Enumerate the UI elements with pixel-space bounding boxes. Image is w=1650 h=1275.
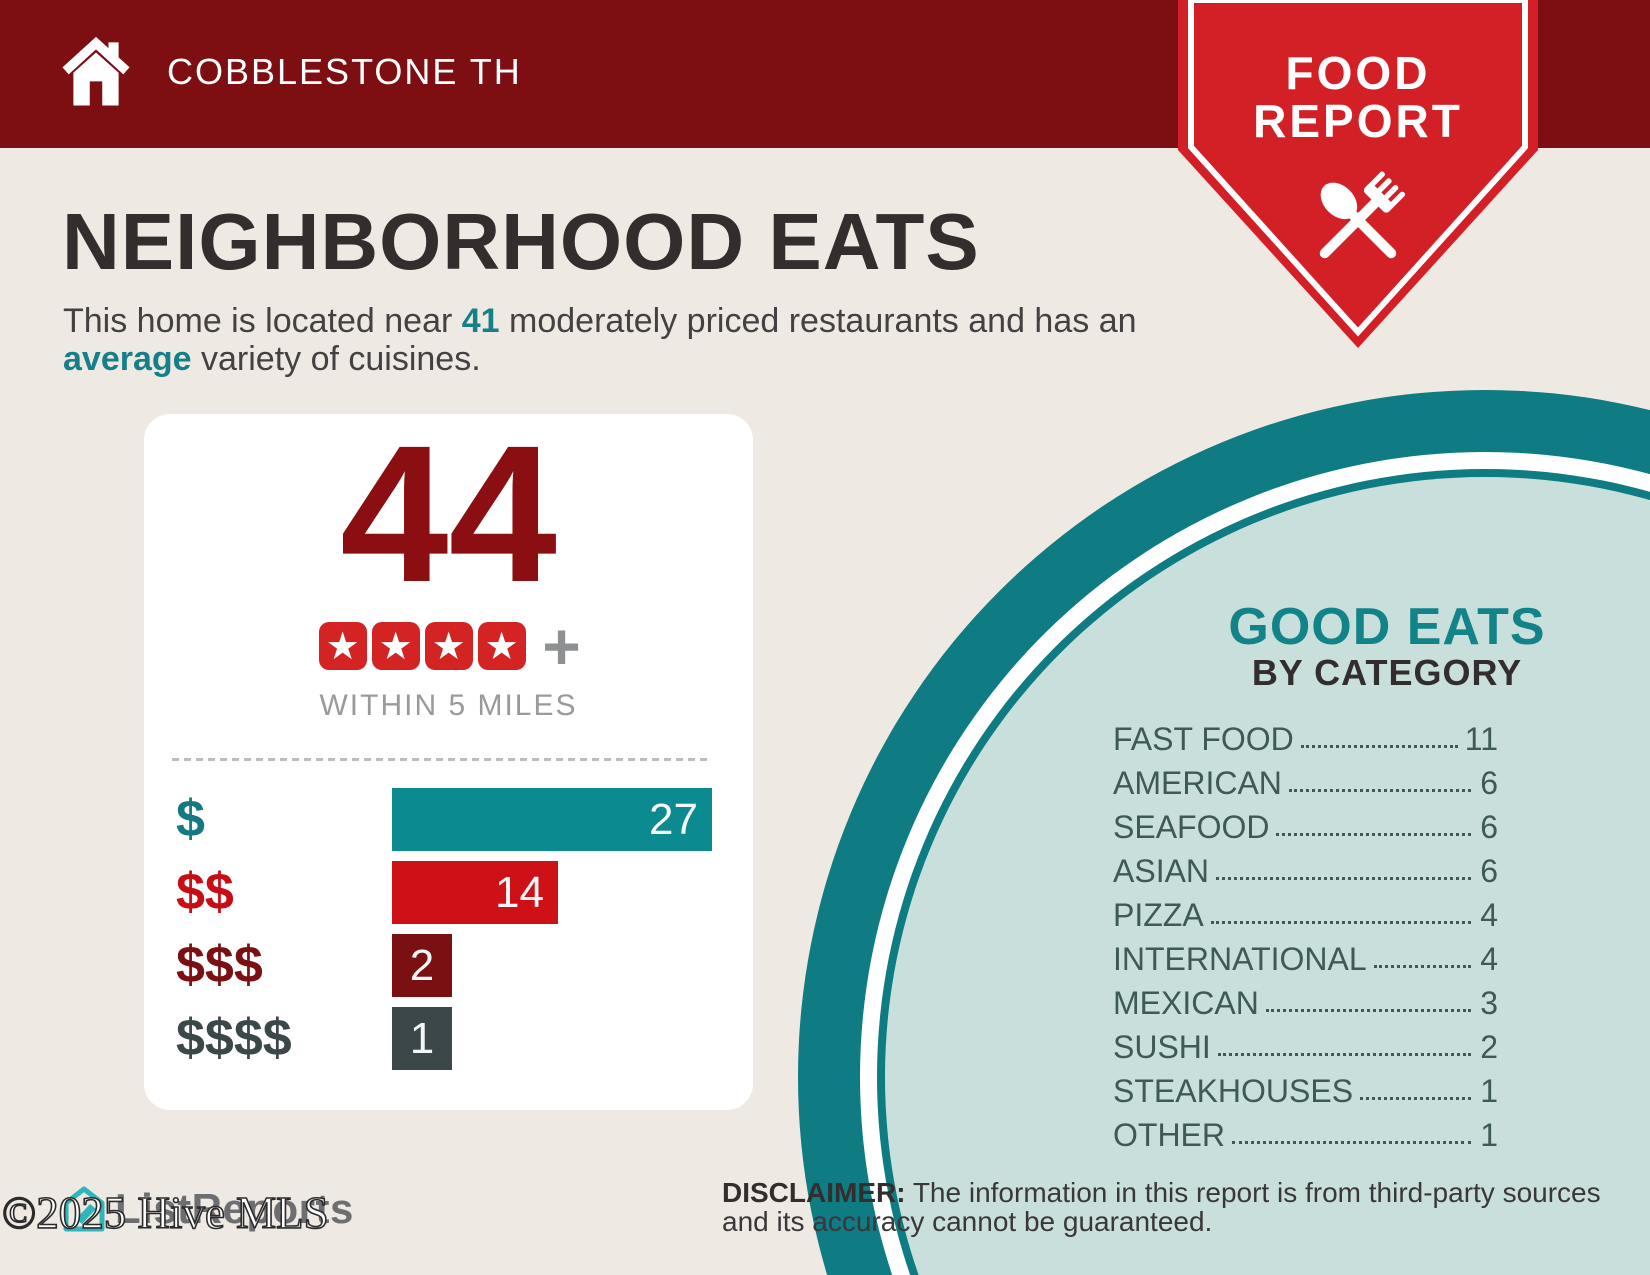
intro-text: This home is located near 41 moderately … — [63, 302, 1138, 378]
star-icon: ★ — [477, 622, 526, 670]
price-level-label: $$$ — [176, 936, 263, 994]
dotted-leader — [1300, 745, 1458, 748]
stats-card: 44 ★ ★ ★ ★ + WITHIN 5 MILES $27 $$ 14 $$$ 2 $$$$… — [144, 414, 753, 1110]
category-row: AMERICAN 6 — [1113, 758, 1498, 802]
dotted-leader — [1373, 965, 1471, 968]
crossed-spoon-fork-icon — [1319, 171, 1406, 259]
category-row: PIZZA 4 — [1113, 890, 1498, 934]
rating-row: ★ ★ ★ ★ + — [144, 609, 753, 683]
category-row: SEAFOOD 6 — [1113, 802, 1498, 846]
property-name: COBBLESTONE TH — [167, 51, 522, 92]
category-label: STEAKHOUSES — [1113, 1073, 1354, 1109]
category-count: 11 — [1464, 721, 1498, 757]
star-icon: ★ — [424, 622, 473, 670]
category-row: OTHER 1 — [1113, 1110, 1498, 1154]
radius-label: WITHIN 5 MILES — [319, 689, 578, 722]
category-count: 4 — [1480, 941, 1498, 977]
category-row: STEAKHOUSES 1 — [1113, 1066, 1498, 1110]
restaurant-count: 41 — [461, 302, 500, 340]
price-level-label: $$$$ — [176, 1009, 292, 1067]
category-count: 1 — [1480, 1073, 1498, 1109]
listreports-logo-text: ListReports — [115, 1185, 354, 1232]
category-count: 3 — [1480, 985, 1498, 1021]
ribbon-title-line2: REPORT — [1253, 95, 1463, 147]
page-title: NEIGHBORHOOD EATS — [62, 197, 980, 286]
intro-part2: moderately priced restaurants and has an — [499, 302, 1137, 340]
ribbon-shape — [1178, 0, 1538, 348]
dotted-leader — [1210, 921, 1471, 924]
category-row: MEXICAN 3 — [1113, 978, 1498, 1022]
star-icon: ★ — [371, 622, 420, 670]
category-count: 6 — [1480, 809, 1498, 845]
total-restaurant-count: 44 — [340, 405, 557, 623]
dotted-leader — [1265, 1009, 1471, 1012]
dashed-divider — [172, 758, 710, 761]
disclaimer-text: The information in this report is from t… — [722, 1177, 1601, 1237]
good-eats-category-list: FAST FOOD 11 AMERICAN 6 SEAFOOD 6 ASIAN 6 PIZZA 4… — [1113, 714, 1498, 1154]
dotted-leader — [1232, 1141, 1471, 1144]
price-row: $$$ 2 — [144, 934, 753, 997]
variety-highlight: average — [63, 340, 192, 378]
good-eats-subtitle: BY CATEGORY — [1251, 652, 1523, 693]
price-bar-chart: $27 $$ 14 $$$ 2 $$$$ 1 — [144, 788, 753, 1080]
rating-stars: ★ ★ ★ ★ — [316, 622, 528, 670]
category-row: ASIAN 6 — [1113, 846, 1498, 890]
price-bar: 27 — [392, 788, 712, 851]
category-label: AMERICAN — [1113, 765, 1282, 801]
category-row: FAST FOOD 11 — [1113, 714, 1498, 758]
category-label: PIZZA — [1113, 897, 1204, 933]
category-label: SEAFOOD — [1113, 809, 1270, 845]
price-bar: 14 — [392, 861, 558, 924]
category-count: 4 — [1480, 897, 1498, 933]
category-label: MEXICAN — [1113, 985, 1259, 1021]
category-count: 2 — [1480, 1029, 1498, 1065]
disclaimer: DISCLAIMER: The information in this repo… — [722, 1178, 1612, 1236]
dotted-leader — [1288, 789, 1471, 792]
food-report-ribbon: FOOD REPORT — [1178, 0, 1538, 352]
dotted-leader — [1216, 877, 1471, 880]
category-count: 6 — [1480, 853, 1498, 889]
dotted-leader — [1217, 1053, 1471, 1056]
price-bar: 2 — [392, 934, 452, 997]
good-eats-title: GOOD EATS — [1228, 598, 1546, 656]
price-row: $27 — [144, 788, 753, 851]
dotted-leader — [1276, 833, 1471, 836]
price-level-label: $$ — [176, 863, 234, 921]
price-level-label: $ — [176, 790, 205, 848]
intro-part3: variety of cuisines. — [191, 340, 481, 378]
price-bar-value: 27 — [649, 794, 698, 844]
star-icon: ★ — [318, 622, 367, 670]
disclaimer-label: DISCLAIMER: — [722, 1177, 906, 1208]
price-bar: 1 — [392, 1007, 452, 1070]
price-bar-value: 1 — [409, 1013, 435, 1063]
category-count: 1 — [1480, 1117, 1498, 1153]
category-label: SUSHI — [1113, 1029, 1211, 1065]
plus-sign: + — [542, 609, 581, 683]
price-bar-value: 14 — [495, 867, 544, 917]
price-bar-value: 2 — [409, 940, 435, 990]
copyright-watermark: ©2025 Hive MLS — [1, 1188, 329, 1238]
listreports-logo: ListReports — [63, 1186, 354, 1232]
category-count: 6 — [1480, 765, 1498, 801]
dotted-leader — [1360, 1097, 1471, 1100]
home-icon — [62, 36, 130, 106]
intro-part1: This home is located near — [63, 302, 462, 340]
price-row: $$$$ 1 — [144, 1007, 753, 1070]
category-label: INTERNATIONAL — [1113, 941, 1367, 977]
price-row: $$ 14 — [144, 861, 753, 924]
category-row: SUSHI 2 — [1113, 1022, 1498, 1066]
category-label: FAST FOOD — [1113, 721, 1294, 757]
category-row: INTERNATIONAL 4 — [1113, 934, 1498, 978]
category-label: OTHER — [1113, 1117, 1225, 1153]
category-label: ASIAN — [1113, 853, 1210, 889]
ribbon-title-line1: FOOD — [1285, 47, 1431, 99]
listreports-house-icon — [63, 1186, 105, 1232]
